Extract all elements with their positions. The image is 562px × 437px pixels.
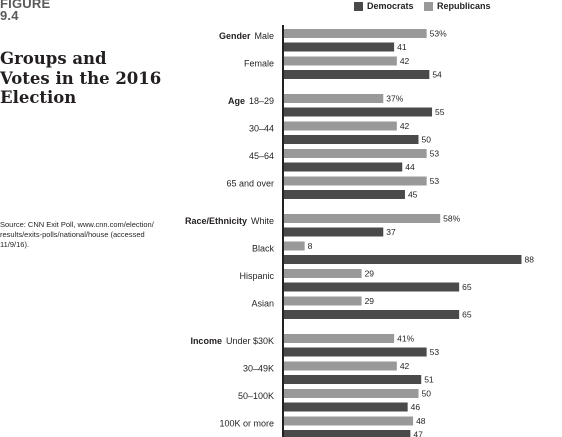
bar-democrats [283, 70, 430, 79]
value-label-democrats: 50 [422, 135, 432, 145]
value-label-democrats: 44 [405, 162, 415, 172]
category-label: Asian [251, 299, 274, 309]
figure-label: FIGURE 9.4 [0, 0, 50, 22]
source-line-3: 11/9/16). [0, 240, 30, 249]
value-label-republicans: 42 [400, 121, 410, 131]
category-label: Black [252, 244, 275, 254]
group-label: Gender [219, 31, 251, 41]
category-label: Under $30K [226, 336, 274, 346]
bar-republicans [283, 214, 441, 223]
bar-republicans [283, 361, 397, 371]
value-label-democrats: 55 [435, 107, 445, 117]
value-label-democrats: 47 [413, 430, 423, 437]
bar-republicans [283, 176, 427, 186]
value-label-republicans: 41% [397, 334, 414, 344]
bar-republicans [283, 269, 362, 278]
bar-democrats [283, 310, 460, 319]
value-label-democrats: 53 [430, 347, 440, 357]
bar-democrats [283, 430, 411, 437]
bar-democrats [283, 135, 419, 144]
bar-republicans [283, 149, 427, 158]
group-label: Age [228, 96, 245, 106]
bar-republicans [283, 94, 384, 103]
value-label-democrats: 65 [462, 282, 472, 292]
category-label: 65 and over [226, 179, 274, 189]
value-label-democrats: 51 [424, 375, 434, 385]
bar-democrats [283, 375, 422, 384]
bar-democrats [283, 227, 384, 237]
figure-title-line-3: Election [0, 88, 77, 107]
value-label-democrats: 65 [462, 310, 472, 320]
category-label: Female [244, 59, 274, 69]
legend-swatch-democrats [354, 1, 363, 11]
value-label-republicans: 37% [386, 94, 403, 104]
value-label-republicans: 8 [308, 241, 313, 251]
value-label-republicans: 58% [443, 214, 460, 224]
bar-democrats [283, 190, 405, 199]
bar-democrats [283, 255, 522, 264]
category-label: Male [254, 31, 274, 41]
bar-democrats [283, 402, 408, 412]
legend-label-republicans: Republicans [437, 1, 491, 11]
bar-democrats [283, 107, 433, 117]
value-label-democrats: 54 [432, 70, 442, 80]
figure-title-line-2: Votes in the 2016 [0, 68, 162, 88]
category-label: 50–100K [238, 391, 274, 401]
figure-source-note: Source: CNN Exit Poll, www.cnn.com/elect… [0, 220, 180, 250]
value-label-republicans: 53 [430, 176, 440, 186]
category-label: 30–44 [249, 124, 274, 134]
figure-number: 9.4 [0, 8, 19, 23]
bar-republicans [283, 334, 395, 343]
legend-republicans: Republicans [424, 0, 491, 12]
legend-democrats: Democrats [354, 0, 414, 12]
value-label-republicans: 53 [430, 149, 440, 159]
legend-swatch-republicans [424, 1, 433, 11]
value-label-republicans: 42 [400, 361, 410, 371]
category-label: 100K or more [219, 419, 274, 429]
category-label: 18–29 [249, 96, 274, 106]
bar-republicans [283, 416, 414, 426]
category-label: White [251, 216, 274, 226]
bar-democrats [283, 347, 427, 357]
category-label: 30–49K [243, 364, 274, 374]
bar-republicans [283, 121, 397, 131]
source-line-2: results/exits-polls/national/house (acce… [0, 230, 145, 239]
value-label-republicans: 29 [365, 296, 375, 306]
bar-republicans [283, 389, 419, 398]
bar-republicans [283, 29, 427, 38]
value-label-republicans: 42 [400, 56, 410, 66]
group-label: Income [190, 336, 222, 346]
category-label: Hispanic [239, 271, 274, 281]
figure-label-word: FIGURE [0, 0, 51, 11]
value-label-democrats: 37 [386, 227, 396, 237]
figure-title: Groups and Votes in the 2016 Election [0, 49, 175, 108]
value-label-democrats: 45 [408, 190, 418, 200]
bar-republicans [283, 241, 305, 251]
bar-republicans [283, 296, 362, 306]
bar-republicans [283, 56, 397, 66]
value-label-democrats: 46 [411, 402, 421, 412]
bar-democrats [283, 282, 460, 292]
value-label-democrats: 88 [524, 255, 534, 265]
figure-title-line-1: Groups and [0, 49, 107, 68]
source-line-1: Source: CNN Exit Poll, www.cnn.com/elect… [0, 220, 154, 229]
bar-democrats [283, 162, 403, 172]
bar-democrats [283, 42, 395, 52]
value-label-republicans: 53% [430, 29, 447, 39]
value-label-republicans: 48 [416, 416, 426, 426]
group-label: Race/Ethnicity [185, 216, 247, 226]
value-label-democrats: 41 [397, 42, 407, 52]
legend-label-democrats: Democrats [367, 1, 414, 11]
value-label-republicans: 50 [422, 389, 432, 399]
category-label: 45–64 [249, 151, 274, 161]
value-label-republicans: 29 [365, 269, 375, 279]
